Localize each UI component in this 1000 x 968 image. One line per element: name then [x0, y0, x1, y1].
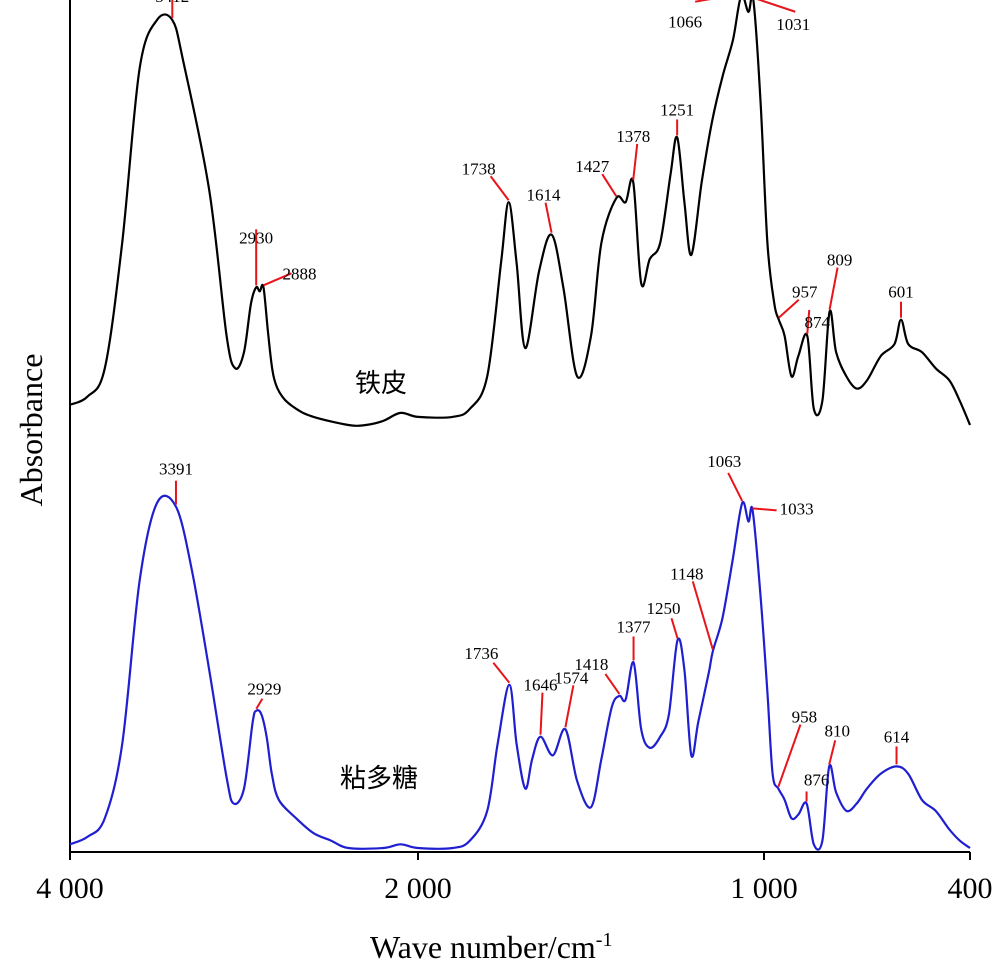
peak-label: 1031 — [776, 15, 810, 34]
peak-label: 1418 — [574, 655, 608, 674]
peak-leader-line — [489, 175, 510, 201]
peak-label: 2930 — [239, 228, 273, 247]
peak-label: 958 — [792, 708, 818, 727]
peak-leader-line — [806, 309, 811, 334]
x-axis-title-main: Wave number/cm — [370, 929, 596, 965]
peak-leader-line — [539, 692, 544, 735]
peak-leader-line — [632, 143, 639, 181]
peak-leader-line — [752, 507, 777, 512]
series-line-tiepi — [69, 0, 972, 427]
peak-label: 1033 — [780, 499, 814, 518]
peak-label: 1614 — [527, 186, 562, 205]
peak-label: 1378 — [616, 127, 650, 146]
peak-leader-line — [263, 272, 292, 287]
peak-leader-line — [828, 740, 837, 765]
x-tick-label: 2 000 — [384, 872, 452, 905]
peak-leader-line — [564, 685, 575, 728]
y-axis-title: Absorbance — [13, 354, 49, 507]
peak-leader-line — [828, 267, 839, 310]
peak-label: 810 — [824, 721, 850, 740]
peak-label: 601 — [888, 283, 914, 302]
series-lines — [69, 0, 972, 851]
peak-label: 876 — [804, 770, 830, 789]
peak-label: 1738 — [462, 159, 496, 178]
x-ticks: 4 000 2 000 1 000 400 — [36, 852, 993, 905]
peak-label: 1066 — [668, 13, 702, 32]
peak-leader-line — [604, 673, 621, 695]
peak-leader-line — [778, 298, 800, 319]
peak-label: 1148 — [670, 564, 703, 583]
peak-label: 2888 — [282, 264, 316, 283]
peak-leader-line — [694, 0, 711, 3]
peak-label: 809 — [827, 251, 853, 270]
peak-label: 1574 — [554, 668, 589, 687]
x-tick-label: 1 000 — [730, 872, 798, 905]
peak-leader-line — [756, 0, 796, 13]
peak-label: 1646 — [523, 676, 557, 695]
peak-label: 614 — [884, 727, 910, 746]
axes — [69, 0, 970, 853]
peak-leader-line — [777, 724, 802, 787]
peak-leader-line — [727, 472, 744, 502]
series-label-tiepi: 铁皮 — [355, 369, 407, 399]
peak-label: 1063 — [707, 452, 741, 471]
peak-markers: 3412 2930 2888 1738 1614 1427 1378 1251 1066 1031… — [155, 0, 914, 802]
peak-leader-line — [492, 662, 511, 684]
peak-label: 1251 — [660, 100, 694, 119]
peak-label: 874 — [805, 313, 831, 332]
peak-label: 1427 — [575, 157, 610, 176]
peak-leader-line — [544, 202, 553, 233]
peak-label: 1250 — [647, 599, 681, 618]
peak-leader-line — [691, 581, 714, 650]
peak-label: 3412 — [155, 0, 189, 6]
series-line-mucopolysaccharide — [69, 494, 971, 851]
peak-label: 3391 — [159, 460, 193, 479]
x-axis-title-sup: -1 — [596, 929, 613, 951]
peak-leader-line — [670, 617, 679, 639]
series-label-mucopolysaccharide: 粘多糖 — [340, 764, 418, 794]
peak-label: 1736 — [464, 644, 498, 663]
peak-leader-line — [255, 698, 264, 710]
x-axis-title: Wave number/cm-1 — [370, 929, 612, 965]
peak-leader-line — [601, 173, 618, 197]
peak-label: 2929 — [247, 680, 281, 699]
peak-label: 1377 — [617, 618, 652, 637]
x-tick-label: 400 — [948, 872, 993, 905]
peak-label: 957 — [792, 283, 818, 302]
x-tick-label: 4 000 — [36, 872, 104, 905]
